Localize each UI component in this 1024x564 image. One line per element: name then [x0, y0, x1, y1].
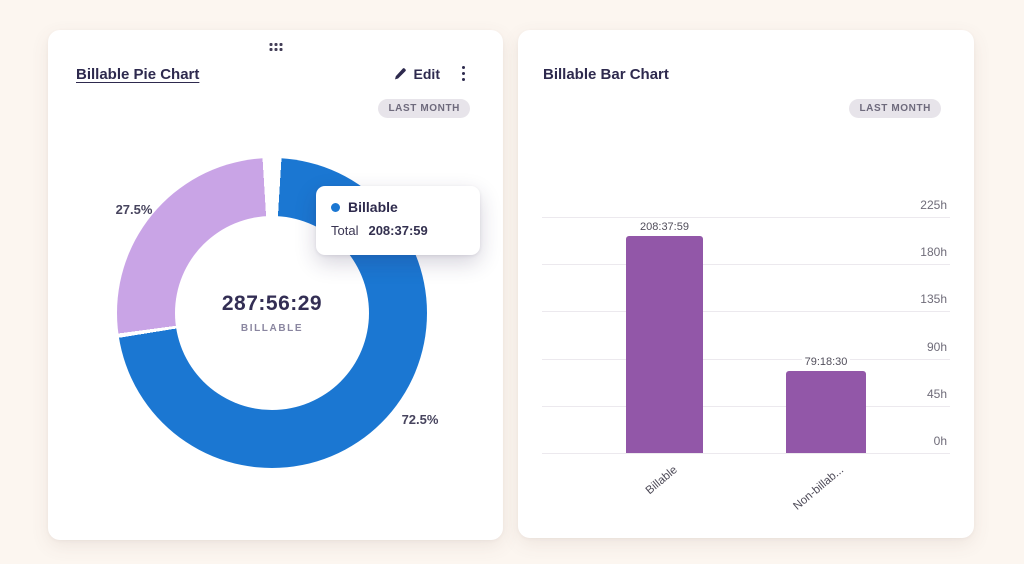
- period-badge: LAST MONTH: [378, 99, 470, 118]
- bar-nonbillable[interactable]: [786, 371, 866, 453]
- tooltip-series-row: Billable: [331, 199, 465, 215]
- ytick-180h: 180h: [920, 245, 947, 259]
- drag-handle-icon[interactable]: [267, 41, 284, 53]
- slice-label-nonbillable: 27.5%: [115, 202, 153, 217]
- gridline-45h: [542, 406, 950, 407]
- bar-card-title: Billable Bar Chart: [543, 66, 669, 83]
- bar-value-billable: 208:37:59: [626, 221, 703, 234]
- ytick-225h: 225h: [920, 198, 947, 212]
- ytick-135h: 135h: [920, 292, 947, 306]
- edit-button-label: Edit: [413, 65, 440, 82]
- donut-center-label: BILLABLE: [240, 323, 304, 334]
- tooltip-series-name: Billable: [348, 199, 398, 215]
- gridline-90h: [542, 359, 950, 360]
- ytick-0h: 0h: [933, 434, 947, 448]
- edit-button[interactable]: Edit: [393, 66, 440, 82]
- pie-chart-card: Billable Pie Chart Edit LAST MONTH 287:5…: [48, 30, 503, 540]
- pencil-icon: [394, 67, 406, 79]
- bar-billable[interactable]: [626, 236, 703, 453]
- slice-label-billable: 72.5%: [401, 412, 439, 427]
- series-dot-icon: [331, 202, 340, 212]
- gridline-180h: [542, 264, 950, 265]
- gridline-135h: [542, 311, 950, 312]
- ytick-45h: 45h: [926, 387, 947, 401]
- kebab-menu-icon[interactable]: [458, 64, 469, 83]
- pie-card-actions: Edit: [393, 64, 469, 83]
- xlabel-nonbillable: Non-billab...: [790, 464, 846, 513]
- pie-card-title[interactable]: Billable Pie Chart: [76, 66, 200, 83]
- bar-chart-card: Billable Bar Chart LAST MONTH 225h 180h …: [518, 30, 974, 538]
- gridline-225h: [542, 217, 950, 218]
- period-badge: LAST MONTH: [849, 99, 941, 118]
- chart-tooltip: Billable Total 208:37:59: [316, 186, 480, 255]
- tooltip-total-value: 208:37:59: [368, 223, 428, 238]
- gridline-0h: [542, 453, 950, 454]
- ytick-90h: 90h: [926, 340, 947, 354]
- xlabel-billable: Billable: [643, 464, 680, 498]
- tooltip-total-row: Total 208:37:59: [331, 223, 465, 238]
- donut-center-value: 287:56:29: [221, 292, 323, 315]
- bar-value-nonbillable: 79:18:30: [786, 356, 866, 369]
- tooltip-total-label: Total: [331, 223, 359, 238]
